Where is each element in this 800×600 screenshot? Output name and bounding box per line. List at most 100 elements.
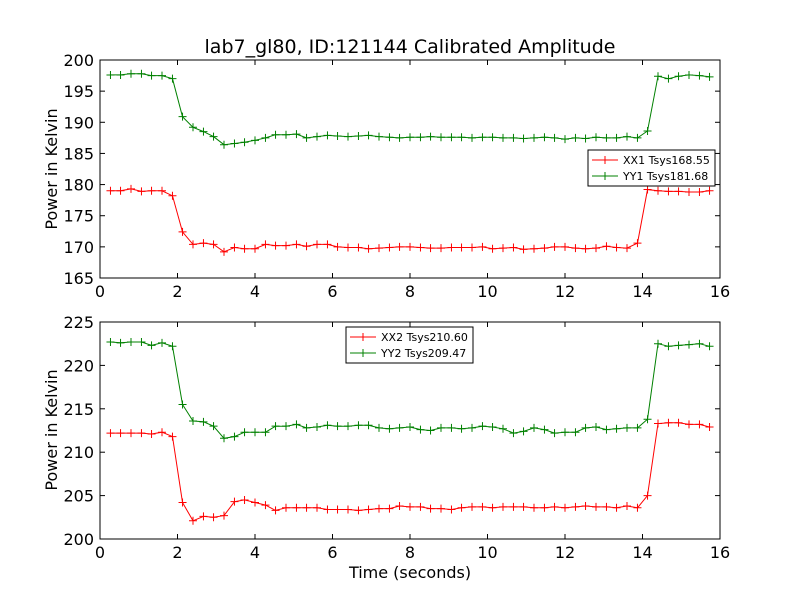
data-point — [354, 421, 363, 430]
data-point — [333, 242, 342, 251]
bottom-legend-xx2-marker — [359, 333, 367, 341]
data-point — [333, 422, 342, 431]
data-point — [592, 423, 600, 432]
data-point — [674, 187, 683, 196]
x-tick-label: 0 — [95, 282, 105, 301]
data-point — [571, 502, 580, 511]
data-point — [375, 132, 383, 141]
data-point — [147, 186, 156, 195]
data-point — [602, 502, 611, 511]
data-point — [499, 244, 507, 253]
data-point — [354, 131, 363, 140]
data-point — [592, 133, 600, 142]
data-point — [282, 241, 290, 250]
data-point — [220, 434, 228, 443]
data-point — [354, 243, 363, 252]
data-point — [664, 418, 673, 427]
data-point — [282, 422, 290, 431]
data-point — [705, 72, 714, 81]
data-point — [705, 186, 714, 195]
data-point — [344, 422, 352, 431]
data-point — [592, 244, 600, 253]
data-point — [550, 133, 559, 142]
data-point — [333, 505, 342, 514]
data-point — [292, 503, 301, 512]
data-point — [395, 242, 404, 251]
data-point — [292, 130, 301, 139]
data-point — [240, 244, 249, 253]
data-point — [323, 240, 332, 249]
data-point — [199, 512, 208, 521]
data-point — [654, 339, 662, 348]
data-point — [685, 340, 693, 349]
data-point — [116, 186, 125, 195]
data-point — [406, 423, 414, 432]
top-legend-xx1-marker — [601, 156, 609, 164]
data-point — [612, 243, 621, 252]
data-point — [302, 503, 311, 512]
data-point — [158, 186, 166, 195]
y-tick-label: 185 — [63, 144, 94, 163]
data-point — [654, 419, 662, 428]
data-point — [447, 243, 456, 252]
chart-title: lab7_gl80, ID:121144 Calibrated Amplitud… — [205, 36, 616, 58]
data-point — [158, 428, 166, 437]
y-tick-label: 200 — [63, 530, 94, 549]
data-point — [189, 240, 197, 249]
data-point — [468, 502, 476, 511]
x-tick-label: 8 — [405, 543, 415, 562]
bottom-legend-yy2-label: YY2 Tsys209.47 — [380, 347, 466, 360]
data-point — [643, 185, 652, 194]
data-point — [127, 337, 135, 346]
data-point — [220, 247, 228, 256]
top-legend-yy1-marker — [601, 172, 609, 180]
data-point — [478, 133, 487, 142]
top-legend-yy1-label: YY1 Tsys181.68 — [622, 170, 708, 183]
data-point — [375, 244, 383, 253]
x-tick-label: 10 — [477, 543, 497, 562]
data-point — [499, 502, 507, 511]
data-point — [271, 130, 280, 139]
data-point — [261, 133, 270, 142]
data-point — [530, 503, 538, 512]
x-tick-label: 2 — [172, 543, 182, 562]
data-point — [695, 71, 704, 80]
data-point — [447, 133, 456, 142]
data-point — [581, 423, 590, 432]
y-tick-label: 215 — [63, 400, 94, 419]
data-point — [344, 505, 352, 514]
data-point — [540, 244, 549, 253]
data-point — [530, 244, 538, 253]
data-point — [137, 429, 146, 438]
x-tick-label: 12 — [555, 543, 575, 562]
data-point — [571, 133, 580, 142]
data-point — [602, 242, 611, 251]
y-tick-label: 205 — [63, 487, 94, 506]
data-point — [178, 400, 187, 409]
data-point — [499, 133, 507, 142]
data-point — [426, 426, 435, 435]
data-point — [612, 503, 621, 512]
data-point — [292, 420, 301, 429]
data-point — [695, 339, 704, 348]
data-point — [561, 242, 569, 251]
data-point — [364, 505, 373, 514]
data-point — [406, 502, 414, 511]
data-point — [437, 133, 445, 142]
data-point — [633, 503, 642, 512]
data-point — [561, 135, 569, 144]
data-point — [178, 498, 187, 507]
data-point — [426, 504, 435, 513]
data-point — [633, 239, 642, 248]
data-point — [468, 133, 476, 142]
x-tick-label: 0 — [95, 543, 105, 562]
data-point — [540, 503, 549, 512]
data-point — [478, 502, 487, 511]
data-point — [116, 338, 125, 347]
data-point — [292, 240, 301, 249]
data-point — [685, 70, 693, 79]
data-point — [457, 133, 466, 142]
top-series — [106, 69, 714, 256]
data-point — [581, 244, 590, 253]
x-tick-label: 16 — [710, 543, 730, 562]
